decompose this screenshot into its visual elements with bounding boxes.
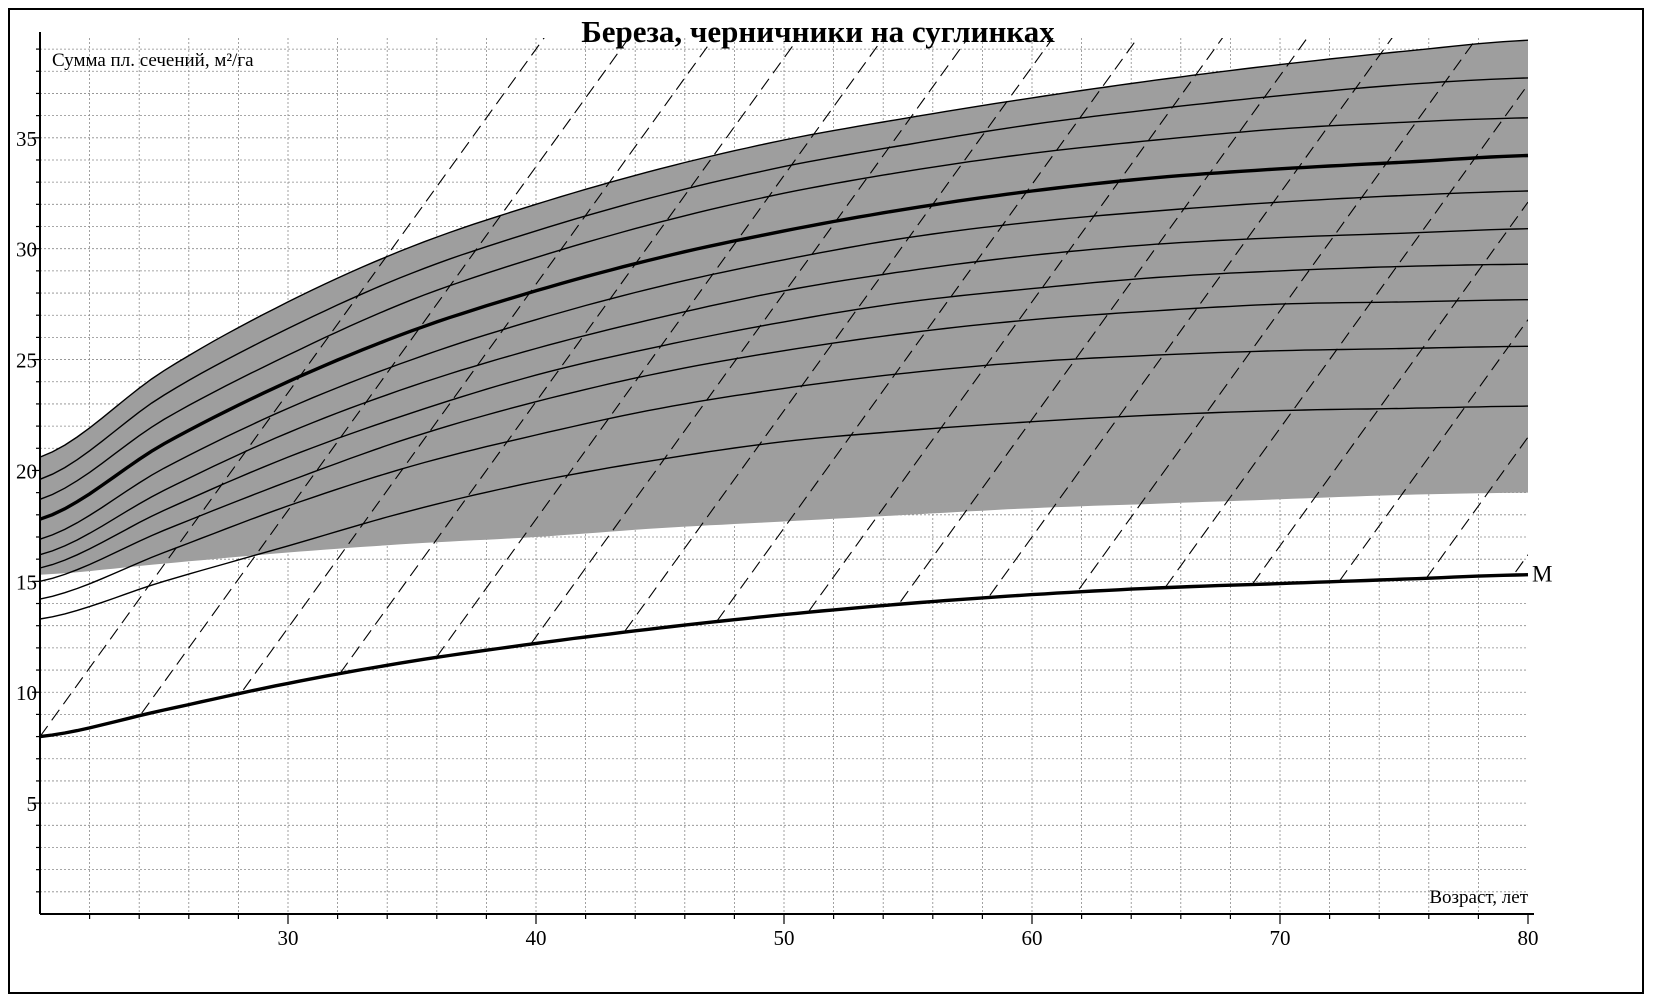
x-tick-label: 30 (278, 926, 299, 950)
shaded-band-area (40, 40, 1528, 575)
labels: Береза, черничники на суглинках Сумма пл… (52, 14, 1529, 908)
dashed-line (1078, 38, 1478, 590)
chart-frame: М 30 40 50 60 70 80 5 10 15 20 25 30 35 Береза, черн… (8, 8, 1644, 994)
series-line-1 (39, 39, 1529, 458)
y-tick-label: 10 (16, 681, 37, 705)
dashed-line (242, 38, 715, 691)
dashed-lines (40, 38, 1528, 737)
x-tick-label: 70 (1270, 926, 1291, 950)
dashed-line (40, 38, 545, 737)
series-line-5 (39, 190, 1529, 540)
dashed-line (530, 38, 969, 644)
dashed-line (808, 38, 1224, 612)
x-axis-label: Возраст, лет (1429, 887, 1528, 908)
series-line-6 (39, 228, 1529, 556)
dashed-line (1339, 319, 1528, 582)
y-tick-label: 15 (16, 570, 37, 594)
dashed-line (1425, 436, 1528, 579)
y-axis-label: Сумма пл. сечений, м²/га (52, 50, 254, 71)
x-tick-label: 50 (774, 926, 795, 950)
y-tick-label: 30 (16, 238, 37, 262)
x-tick-label: 80 (1518, 926, 1539, 950)
chart-title: Береза, черничники на суглинках (581, 14, 1055, 49)
dashed-line (1165, 84, 1528, 587)
series-lines: М (39, 39, 1552, 739)
dashed-line (1515, 554, 1528, 573)
x-tick-label: 40 (526, 926, 547, 950)
series-line-4 (39, 153, 1529, 521)
x-tick-label: 60 (1022, 926, 1043, 950)
series-line-9 (39, 345, 1529, 600)
y-tick-label: 5 (27, 792, 38, 816)
series-line-3 (39, 117, 1529, 500)
series-line-11 (39, 573, 1529, 739)
chart-svg: М 30 40 50 60 70 80 5 10 15 20 25 30 35 Береза, черн… (16, 14, 1552, 950)
dashed-line (716, 38, 1139, 622)
series-label: М (1532, 562, 1552, 587)
dashed-line (1252, 201, 1528, 584)
series-line-8 (39, 299, 1529, 582)
dashed-line (436, 38, 884, 658)
series-line-7 (39, 263, 1529, 569)
axes: 30 40 50 60 70 80 5 10 15 20 25 30 35 (16, 32, 1539, 950)
y-tick-label: 35 (16, 127, 37, 151)
y-tick-label: 25 (16, 349, 37, 373)
shaded-band (40, 40, 1528, 575)
y-tick-label: 20 (16, 459, 37, 483)
series-line-10 (39, 405, 1529, 620)
series-line-2 (39, 77, 1529, 480)
